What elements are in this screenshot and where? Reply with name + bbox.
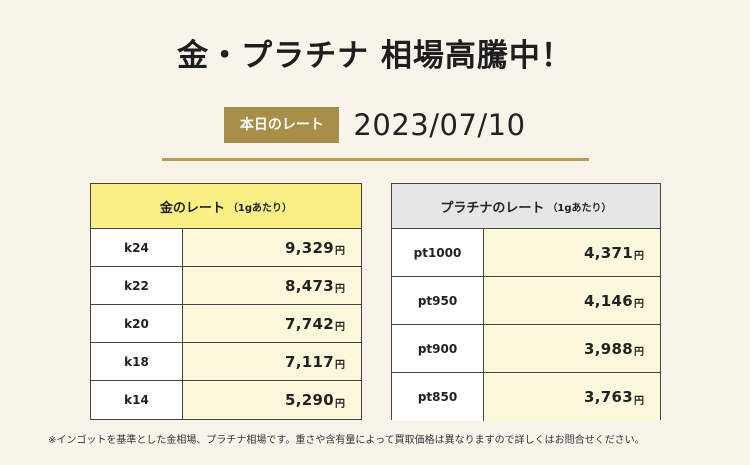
yen-unit: 円 [335, 360, 345, 371]
price-value: 4,371 [584, 243, 633, 262]
purity-code: k18 [91, 343, 183, 380]
table-row: k14 5,290 円 [91, 381, 361, 419]
purity-code: k20 [91, 305, 183, 342]
price-value: 4,146 [584, 291, 633, 310]
yen-unit: 円 [335, 398, 345, 410]
table-row: pt1000 4,371 円 [392, 229, 660, 277]
gold-rate-table: 金のレート （1gあたり） k24 9,329 円 k22 8,473 円 k20 … [90, 183, 362, 420]
yen-unit: 円 [335, 322, 345, 333]
price-cell: 4,371 円 [484, 229, 660, 276]
rate-date: 2023/07/10 [353, 108, 526, 142]
yen-unit: 円 [634, 347, 644, 358]
footnote: ※インゴットを基準とした金相場、プラチナ相場です。重さや含有量によって買取価格は… [48, 435, 645, 446]
todays-rate-badge: 本日のレート [224, 107, 340, 143]
page-headline: 金・プラチナ 相場高騰中！ [177, 38, 573, 74]
price-cell: 3,988 円 [484, 325, 660, 372]
platinum-rate-table: プラチナのレート （1gあたり） pt1000 4,371 円 pt950 4,1… [391, 183, 661, 421]
platinum-table-unit: （1gあたり） [547, 202, 612, 214]
yen-unit: 円 [634, 299, 644, 310]
price-value: 5,290 [285, 391, 334, 409]
price-cell: 7,742 円 [183, 305, 361, 342]
yen-unit: 円 [634, 251, 644, 262]
purity-code: pt1000 [392, 229, 484, 276]
table-row: k24 9,329 円 [91, 229, 361, 267]
gold-table-title: 金のレート [159, 200, 225, 216]
table-row: k18 7,117 円 [91, 343, 361, 381]
gold-table-unit: （1gあたり） [227, 202, 293, 214]
purity-code: k24 [91, 229, 183, 266]
price-cell: 9,329 円 [183, 229, 361, 266]
price-cell: 8,473 円 [183, 267, 361, 304]
price-cell: 7,117 円 [183, 343, 361, 380]
table-row: pt950 4,146 円 [392, 277, 660, 325]
table-row: k20 7,742 円 [91, 305, 361, 343]
yen-unit: 円 [634, 395, 644, 407]
divider-rule [162, 158, 589, 161]
purity-code: pt900 [392, 325, 484, 372]
price-value: 3,988 [584, 339, 633, 358]
price-cell: 4,146 円 [484, 277, 660, 324]
yen-unit: 円 [335, 246, 345, 257]
gold-table-header: 金のレート （1gあたり） [91, 184, 361, 229]
price-value: 9,329 [285, 238, 334, 257]
purity-code: pt850 [392, 373, 484, 421]
purity-code: k22 [91, 267, 183, 304]
price-value: 8,473 [285, 276, 334, 295]
price-cell: 3,763 円 [484, 373, 660, 421]
price-value: 7,742 [285, 314, 334, 333]
price-value: 7,117 [285, 352, 334, 371]
purity-code: k14 [91, 381, 183, 419]
table-row: pt850 3,763 円 [392, 373, 660, 421]
platinum-table-title: プラチナのレート [440, 200, 545, 216]
price-cell: 5,290 円 [183, 381, 361, 419]
purity-code: pt950 [392, 277, 484, 324]
price-value: 3,763 [584, 388, 633, 406]
table-row: pt900 3,988 円 [392, 325, 660, 373]
table-row: k22 8,473 円 [91, 267, 361, 305]
yen-unit: 円 [335, 284, 345, 295]
platinum-table-header: プラチナのレート （1gあたり） [392, 184, 660, 229]
rate-date-row: 本日のレート 2023/07/10 [0, 107, 750, 143]
